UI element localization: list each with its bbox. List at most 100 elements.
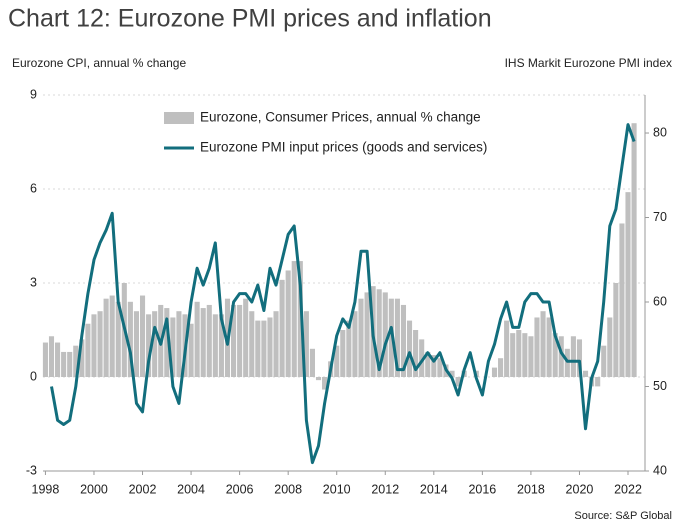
y-tick-label: 3: [30, 275, 37, 289]
bar: [491, 367, 498, 377]
bar: [273, 311, 279, 377]
bar: [522, 333, 528, 377]
bar: [364, 292, 370, 377]
bar: [243, 298, 249, 377]
x-tick-label: 2018: [517, 482, 545, 496]
bar: [176, 311, 182, 377]
bar: [146, 314, 152, 377]
bar: [188, 323, 194, 377]
bar: [261, 320, 267, 377]
bar: [139, 295, 146, 377]
bar: [607, 317, 613, 377]
bar: [425, 351, 431, 377]
bar: [249, 311, 255, 377]
bar: [406, 320, 413, 377]
bar: [631, 123, 637, 377]
bar: [109, 295, 115, 377]
legend-label: Eurozone PMI input prices (goods and ser…: [200, 140, 487, 155]
x-tick-label: 2012: [371, 482, 399, 496]
bar: [279, 279, 285, 377]
bar: [115, 301, 121, 377]
y2-tick-label: 80: [653, 125, 667, 139]
bar: [576, 339, 583, 377]
bar: [73, 345, 79, 377]
bar: [322, 377, 328, 390]
bar: [85, 323, 91, 377]
bar: [200, 308, 206, 377]
bar: [455, 377, 461, 387]
bar: [231, 304, 237, 377]
bar: [103, 298, 109, 377]
bar: [437, 358, 443, 377]
bar: [42, 342, 48, 377]
x-tick-label: 2000: [80, 482, 108, 496]
legend-label: Eurozone, Consumer Prices, annual % chan…: [200, 110, 481, 125]
bar: [152, 311, 158, 377]
bar: [449, 370, 455, 377]
source: Source: S&P Global: [574, 510, 672, 522]
line: [50, 123, 636, 465]
bar: [498, 358, 504, 377]
y2-tick-label: 60: [653, 294, 667, 308]
bar: [595, 377, 601, 387]
bar: [528, 336, 534, 377]
bar: [382, 292, 388, 377]
bar: [79, 339, 85, 377]
y2-tick-label: 40: [653, 463, 667, 477]
bar: [218, 314, 224, 377]
y2-axis-label: IHS Markit Eurozone PMI index: [505, 56, 672, 70]
bar: [601, 345, 607, 377]
legend-swatch: [164, 112, 194, 124]
bar: [48, 336, 55, 377]
bar: [546, 317, 552, 377]
y-tick-label: 6: [30, 181, 37, 195]
bar: [170, 317, 176, 377]
bar: [133, 311, 140, 377]
bar: [394, 298, 400, 377]
bar: [540, 311, 546, 377]
bar: [97, 311, 103, 377]
bar: [255, 320, 261, 377]
bar: [127, 301, 133, 377]
bar: [194, 301, 200, 377]
chart-title: Chart 12: Eurozone PMI prices and inflat…: [8, 5, 492, 33]
x-tick-label: 2020: [566, 482, 594, 496]
bar: [334, 345, 340, 377]
x-tick-label: 2010: [323, 482, 351, 496]
bar: [267, 317, 273, 377]
bar: [309, 348, 315, 377]
x-tick-label: 2016: [468, 482, 496, 496]
bar: [582, 370, 589, 377]
y-tick-label: 0: [30, 369, 37, 383]
bar: [164, 308, 170, 377]
bar: [297, 261, 303, 377]
bar: [625, 192, 631, 377]
x-tick-label: 2006: [226, 482, 254, 496]
y2-tick-label: 70: [653, 210, 667, 224]
bar: [619, 223, 625, 377]
bar: [613, 283, 619, 377]
bar: [346, 320, 352, 377]
bar: [358, 298, 364, 377]
bar: [303, 311, 309, 377]
y2-tick-label: 50: [653, 379, 667, 393]
bar: [352, 311, 358, 377]
x-tick-label: 1998: [32, 482, 60, 496]
bar: [431, 355, 437, 377]
bar: [564, 348, 570, 377]
bar: [552, 333, 558, 377]
bar: [315, 377, 322, 381]
bar: [400, 304, 407, 377]
bar: [340, 330, 346, 377]
y-tick-label: 9: [30, 87, 37, 101]
y-axis-label: Eurozone CPI, annual % change: [12, 56, 186, 70]
bar: [67, 351, 73, 377]
x-tick-label: 2002: [129, 482, 157, 496]
bar: [237, 304, 243, 377]
bar: [516, 330, 522, 377]
x-tick-label: 2008: [274, 482, 302, 496]
bar: [376, 289, 382, 377]
bar: [61, 351, 67, 377]
bar: [558, 336, 564, 377]
